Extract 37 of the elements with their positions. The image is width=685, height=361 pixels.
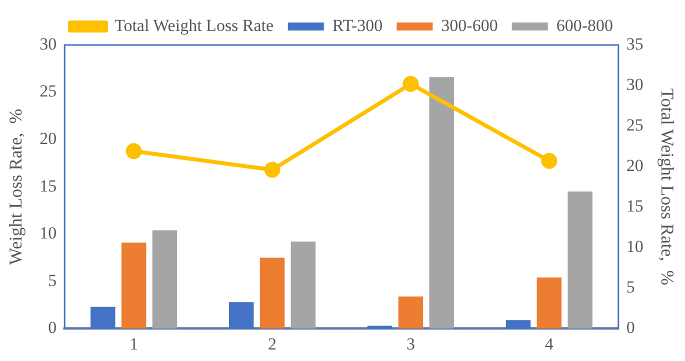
legend-label: Total Weight Loss Rate xyxy=(114,16,274,35)
bar xyxy=(429,77,454,329)
y2-tick-label: 20 xyxy=(626,156,644,176)
y2-tick-label: 0 xyxy=(626,318,635,338)
legend-label: 300-600 xyxy=(441,16,498,35)
bar xyxy=(152,230,178,329)
y-tick-label: 5 xyxy=(48,270,57,290)
bar xyxy=(121,242,146,329)
y2-tick-label: 35 xyxy=(626,34,644,54)
y2-tick-label: 5 xyxy=(626,278,635,297)
bar xyxy=(536,278,562,329)
x-tick-label: 2 xyxy=(268,334,277,354)
y2-axis-title: Total Weight Loss Rate, % xyxy=(657,88,678,286)
x-tick-label: 4 xyxy=(544,334,554,354)
y-tick-label: 30 xyxy=(40,34,57,54)
point xyxy=(126,143,142,160)
bar xyxy=(568,192,592,329)
y2-tick-label: 30 xyxy=(626,74,644,94)
y-tick-label: 0 xyxy=(48,318,57,338)
y2-tick-label: 10 xyxy=(626,237,644,256)
bar xyxy=(290,242,316,329)
point xyxy=(541,152,558,169)
y2-tick-label: 25 xyxy=(626,115,644,134)
point xyxy=(264,162,280,178)
bar xyxy=(260,258,285,329)
legend-label: 600-800 xyxy=(556,16,614,35)
y-tick-label: 15 xyxy=(40,176,57,196)
y-tick-label: 20 xyxy=(40,129,57,148)
legend-label: RT-300 xyxy=(332,16,383,35)
y-tick-label: 25 xyxy=(40,82,57,101)
point xyxy=(402,76,419,92)
y-axis-title: Weight Loss Rate, % xyxy=(6,108,26,265)
y2-tick-label: 15 xyxy=(626,196,644,216)
bar xyxy=(398,296,424,329)
y-tick-label: 10 xyxy=(40,224,57,243)
x-tick-label: 3 xyxy=(406,334,415,354)
x-tick-label: 1 xyxy=(130,334,138,354)
